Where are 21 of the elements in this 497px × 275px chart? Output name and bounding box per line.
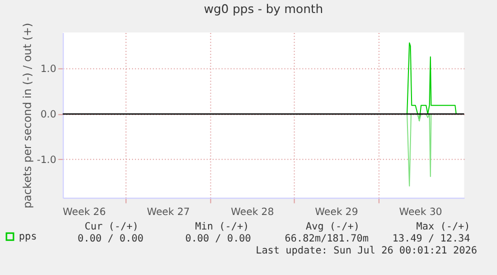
text: Avg (-/+) (306, 222, 360, 233)
y-axis-title: packets per second in (-) / out (+) (20, 22, 34, 208)
chart-title: wg0 pps - by month (204, 2, 324, 16)
text: 0.00 / 0.00 (78, 234, 144, 245)
line-series (406, 42, 457, 122)
legend-label: pps (18, 232, 37, 243)
text: 0.00 / 0.00 (185, 234, 252, 245)
y-tick-label: 1.0 (40, 64, 56, 76)
text: 13.49 / 12.34 (392, 234, 470, 245)
text: Min (-/+) (195, 222, 250, 233)
x-tick-label: Week 27 (146, 207, 190, 218)
text: 66.82m/181.70m (284, 234, 369, 245)
x-tick-label: Week 30 (399, 207, 442, 218)
y-tick-label: -1.0 (36, 154, 56, 166)
x-tick-label: Week 26 (62, 207, 106, 218)
text: Cur (-/+) (84, 222, 138, 233)
text: Max (-/+) (416, 222, 470, 233)
x-tick-label: Week 28 (230, 207, 274, 218)
x-tick-label: Week 29 (314, 207, 358, 218)
y-tick-label: 0.0 (40, 109, 56, 120)
text: Last update: Sun Jul 26 00:01:21 2026 (256, 246, 478, 257)
